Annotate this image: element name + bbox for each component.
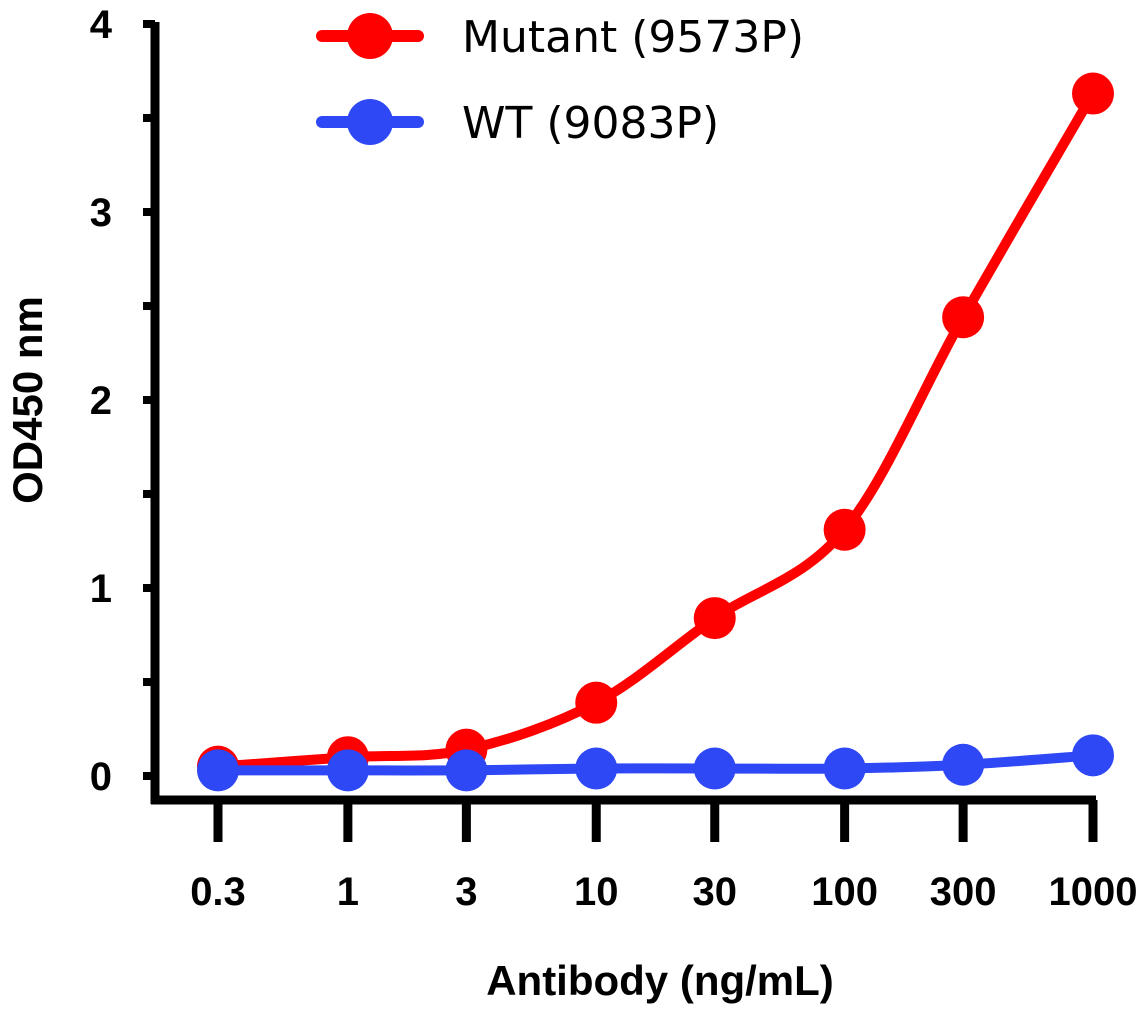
y-tick-label: 3 — [90, 191, 112, 235]
data-point — [197, 749, 239, 792]
data-point — [823, 508, 866, 551]
series-layer — [197, 72, 1114, 792]
legend-label: WT (9083P) — [462, 98, 719, 149]
data-point — [693, 597, 736, 640]
legend-item: WT (9083P) — [316, 98, 719, 149]
legend: Mutant (9573P) WT (9083P) — [316, 12, 804, 149]
y-tick-label: 2 — [90, 379, 112, 423]
x-tick-label: 0.3 — [190, 870, 246, 914]
data-point — [823, 747, 866, 790]
x-tick-label: 10 — [574, 870, 619, 914]
x-tick-label: 100 — [811, 870, 878, 914]
data-point — [575, 747, 618, 790]
legend-swatch-marker — [347, 99, 393, 145]
data-point — [326, 749, 369, 792]
series-line — [213, 88, 1098, 772]
x-axis-title: Antibody (ng/mL) — [486, 957, 834, 1004]
data-point — [693, 747, 736, 790]
y-axis-title: OD450 nm — [4, 296, 51, 504]
x-tick-label: 1000 — [1049, 870, 1138, 914]
x-tick-label: 300 — [930, 870, 997, 914]
data-point — [575, 681, 618, 724]
series-mutant — [197, 72, 1114, 788]
x-tick-label: 1 — [337, 870, 359, 914]
y-ticks: 0 1 2 3 4 — [90, 3, 155, 799]
data-point — [1072, 72, 1114, 115]
data-point — [942, 296, 985, 339]
data-point — [445, 749, 488, 792]
legend-label: Mutant (9573P) — [462, 12, 804, 63]
y-tick-label: 0 — [90, 755, 112, 799]
series-wt — [197, 734, 1114, 792]
x-tick-label: 3 — [455, 870, 477, 914]
axes — [150, 22, 1096, 805]
legend-swatch-marker — [347, 13, 393, 59]
data-point — [1072, 734, 1114, 777]
y-tick-label: 4 — [90, 3, 113, 47]
legend-item: Mutant (9573P) — [316, 12, 804, 63]
data-point — [942, 743, 985, 786]
x-ticks: 0.3 1 3 10 30 100 300 1000 — [190, 800, 1137, 914]
x-tick-label: 30 — [693, 870, 738, 914]
y-tick-label: 1 — [90, 567, 112, 611]
